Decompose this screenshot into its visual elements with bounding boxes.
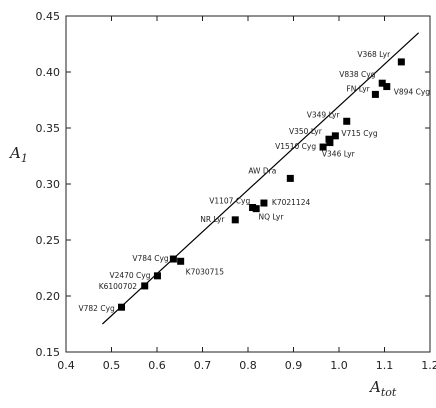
- data-point-label: V346 Lyr: [322, 150, 356, 159]
- data-point-label: K6100702: [99, 282, 138, 291]
- data-point: [249, 204, 257, 212]
- x-tick-label: 0.8: [239, 359, 257, 372]
- data-point: [343, 117, 351, 125]
- data-point-label: V838 Cyg: [339, 70, 376, 79]
- y-tick-label: 0.25: [36, 234, 61, 247]
- data-point: [231, 216, 239, 224]
- x-tick-label: 0.6: [148, 359, 166, 372]
- data-point-label: V894 Cyg: [394, 88, 431, 97]
- data-point-label: AW Dra: [248, 166, 276, 175]
- data-point-label: V1107 Cyg: [209, 197, 250, 206]
- data-point-label: V782 Cyg: [79, 304, 116, 313]
- data-point: [118, 303, 126, 311]
- x-tick-label: 1.2: [421, 359, 436, 372]
- x-tick-label: 0.5: [103, 359, 121, 372]
- data-point: [326, 139, 334, 147]
- x-tick-label: 1.1: [376, 359, 394, 372]
- data-point-label: V715 Cyg: [341, 129, 378, 138]
- point-labels: V368 Lyr V838 Cyg V894 Cyg FN Lyr V349 Lyr V3…: [79, 50, 431, 313]
- data-point-label: FN Lyr: [346, 84, 370, 93]
- data-point: [169, 255, 177, 263]
- x-tick-label: 1.0: [330, 359, 348, 372]
- data-point-label: NQ Lyr: [259, 213, 285, 222]
- x-axis-title: Atot: [368, 378, 397, 399]
- data-point-label: V368 Lyr: [357, 50, 391, 59]
- data-point: [378, 79, 386, 87]
- y-tick-label: 0.30: [36, 178, 61, 191]
- data-point-label: K7021124: [272, 198, 311, 207]
- data-point: [397, 58, 405, 66]
- data-point: [286, 174, 294, 182]
- data-point: [331, 132, 339, 140]
- data-point-label: NR Lyr: [200, 215, 225, 224]
- data-point-label: V784 Cyg: [132, 254, 169, 263]
- y-tick-label: 0.35: [36, 122, 61, 135]
- y-axis-title-sub: 1: [21, 152, 28, 165]
- y-axis-title: A1: [8, 144, 28, 165]
- data-point: [252, 205, 260, 213]
- data-point: [141, 282, 149, 290]
- data-point: [371, 90, 379, 98]
- y-tick-label: 0.45: [36, 10, 61, 23]
- data-point-label: V350 Lyr: [289, 127, 323, 136]
- x-axis-title-main: A: [368, 378, 381, 396]
- y-tick-label: 0.40: [36, 66, 61, 79]
- data-point-label: V349 Lyr: [307, 110, 341, 119]
- data-points: [118, 58, 405, 311]
- x-axis-title-sub: tot: [381, 386, 397, 399]
- axis-ticks: 0.4 0.5 0.6 0.7 0.8 0.9 1.0 1.1 1.2 0.15 0.20 0.25 0…: [36, 10, 436, 372]
- y-tick-label: 0.20: [36, 290, 61, 303]
- plot-frame: [65, 15, 431, 353]
- x-tick-label: 0.9: [285, 359, 303, 372]
- data-point-label: V2470 Cyg: [109, 271, 150, 280]
- y-tick-label: 0.15: [36, 346, 61, 359]
- y-axis-title-main: A: [8, 144, 21, 162]
- data-point-label: V1510 Cyg: [275, 142, 316, 151]
- x-tick-label: 0.7: [194, 359, 212, 372]
- data-point: [383, 83, 391, 91]
- data-point: [153, 272, 161, 280]
- x-tick-label: 0.4: [57, 359, 75, 372]
- data-point: [319, 143, 327, 151]
- data-point: [177, 257, 185, 265]
- data-point-label: K7030715: [186, 267, 225, 276]
- data-point: [260, 199, 268, 207]
